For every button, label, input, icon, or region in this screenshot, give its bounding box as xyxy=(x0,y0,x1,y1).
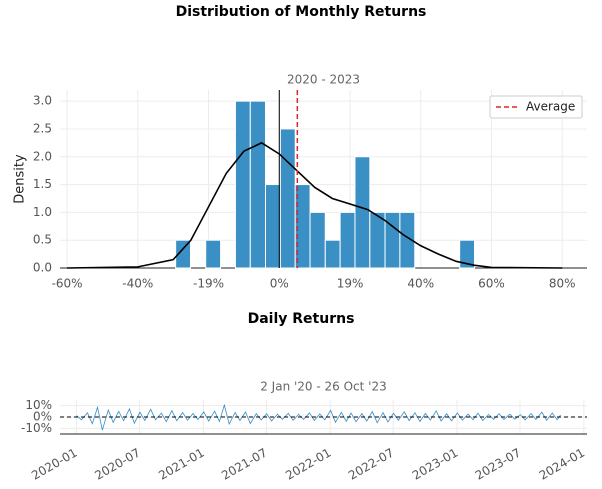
line-series xyxy=(76,403,561,431)
bar xyxy=(249,100,266,269)
y-tick-label: 0.0 xyxy=(33,261,52,275)
y-axis-label: Density xyxy=(13,154,28,204)
bar xyxy=(459,239,476,269)
x-tick-label: 60% xyxy=(478,277,505,291)
x-tick-label: -40% xyxy=(122,277,153,291)
bar xyxy=(324,239,341,269)
x-tick-label: 19% xyxy=(337,277,364,291)
x-tick-label: 2022-01 xyxy=(283,446,333,483)
bar xyxy=(309,211,326,269)
x-tick-label: -19% xyxy=(193,277,224,291)
bar xyxy=(369,211,386,269)
bar xyxy=(339,211,356,269)
bar xyxy=(399,211,416,269)
chart-subtitle: 2020 - 2023 xyxy=(287,73,360,87)
x-tick-label: 2023-07 xyxy=(473,446,523,483)
chart-title: Distribution of Monthly Returns xyxy=(176,4,427,20)
y-tick-label: 10% xyxy=(25,398,52,412)
x-tick-label: 2023-01 xyxy=(410,446,460,483)
chart-subtitle: 2 Jan '20 - 26 Oct '23 xyxy=(260,380,387,394)
y-tick-label: -10% xyxy=(21,421,52,435)
bar xyxy=(279,128,296,269)
y-tick-label: 2.0 xyxy=(33,149,52,163)
x-tick-label: 2020-01 xyxy=(29,446,79,483)
bar xyxy=(264,184,281,269)
bar xyxy=(234,100,251,269)
x-tick-label: 2021-01 xyxy=(156,446,206,483)
y-tick-label: 3.0 xyxy=(33,94,52,108)
chart-title: Daily Returns xyxy=(248,311,355,327)
kde-line xyxy=(67,141,563,269)
bar xyxy=(384,211,401,269)
x-tick-label: 2021-07 xyxy=(219,446,269,483)
y-tick-label: 1.0 xyxy=(33,205,52,219)
bar xyxy=(354,156,371,269)
x-tick-label: 2020-07 xyxy=(92,446,142,483)
x-tick-label: 40% xyxy=(407,277,434,291)
y-tick-label: 1.5 xyxy=(33,177,52,191)
legend-box xyxy=(489,95,583,119)
x-tick-label: 80% xyxy=(549,277,576,291)
legend-label: Average xyxy=(526,100,575,114)
y-tick-label: 0.5 xyxy=(33,233,52,247)
y-tick-label: 0% xyxy=(33,410,52,424)
bar xyxy=(175,239,192,269)
x-tick-label: 0% xyxy=(270,277,289,291)
x-tick-label: -60% xyxy=(52,277,83,291)
x-tick-label: 2022-07 xyxy=(346,446,396,483)
x-tick-label: 2024-01 xyxy=(537,446,587,483)
y-tick-label: 2.5 xyxy=(33,121,52,135)
bar xyxy=(205,239,222,269)
